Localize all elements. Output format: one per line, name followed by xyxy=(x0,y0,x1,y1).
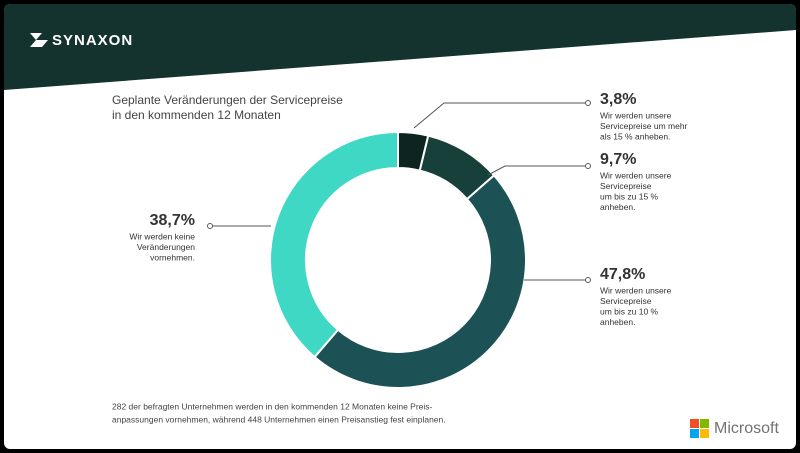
value-label: 38,7% xyxy=(150,212,195,229)
value-label: 47,8% xyxy=(600,266,645,283)
value-label: 3,8% xyxy=(600,91,636,108)
chart-title: in den kommenden 12 Monaten xyxy=(112,108,281,122)
logo-square xyxy=(700,429,709,438)
category-label: Servicepreise um mehr xyxy=(600,121,688,131)
card xyxy=(4,4,796,449)
donut-segment xyxy=(269,130,399,359)
chart-title: Geplante Veränderungen der Servicepreise xyxy=(112,93,343,107)
category-label: als 15 % anheben. xyxy=(600,131,670,141)
header-logo: SYNAXON xyxy=(52,32,133,49)
leader-dot xyxy=(585,100,591,106)
category-label: Veränderungen xyxy=(137,242,195,252)
leader-line xyxy=(487,165,588,176)
logo-square xyxy=(690,419,699,428)
category-label: Wir werden unsere xyxy=(600,285,672,295)
leader-line xyxy=(413,102,588,129)
category-label: um bis zu 15 % xyxy=(600,191,659,201)
category-label: Servicepreise xyxy=(600,181,652,191)
footnote: 282 der befragten Unternehmen werden in … xyxy=(112,401,433,411)
logo-square xyxy=(700,419,709,428)
leader-dot xyxy=(585,163,591,169)
category-label: um bis zu 10 % xyxy=(600,306,659,316)
footnote: anpassungen vornehmen, während 448 Unter… xyxy=(112,414,446,424)
header-band xyxy=(4,4,796,90)
category-label: anheben. xyxy=(600,202,635,212)
category-label: Wir werden unsere xyxy=(600,110,672,120)
category-label: anheben. xyxy=(600,317,635,327)
category-label: Servicepreise xyxy=(600,296,652,306)
microsoft-logo: Microsoft xyxy=(690,419,779,438)
logo-square xyxy=(690,429,699,438)
category-label: vornehmen. xyxy=(150,252,195,262)
donut-segment xyxy=(313,173,527,389)
leader-dot xyxy=(207,223,213,229)
logo-icon xyxy=(30,33,48,47)
value-label: 9,7% xyxy=(600,151,636,168)
category-label: Wir werden unsere xyxy=(600,170,672,180)
footer-logo: Microsoft xyxy=(714,420,779,437)
leader-dot xyxy=(585,277,591,283)
category-label: Wir werden keine xyxy=(129,231,195,241)
